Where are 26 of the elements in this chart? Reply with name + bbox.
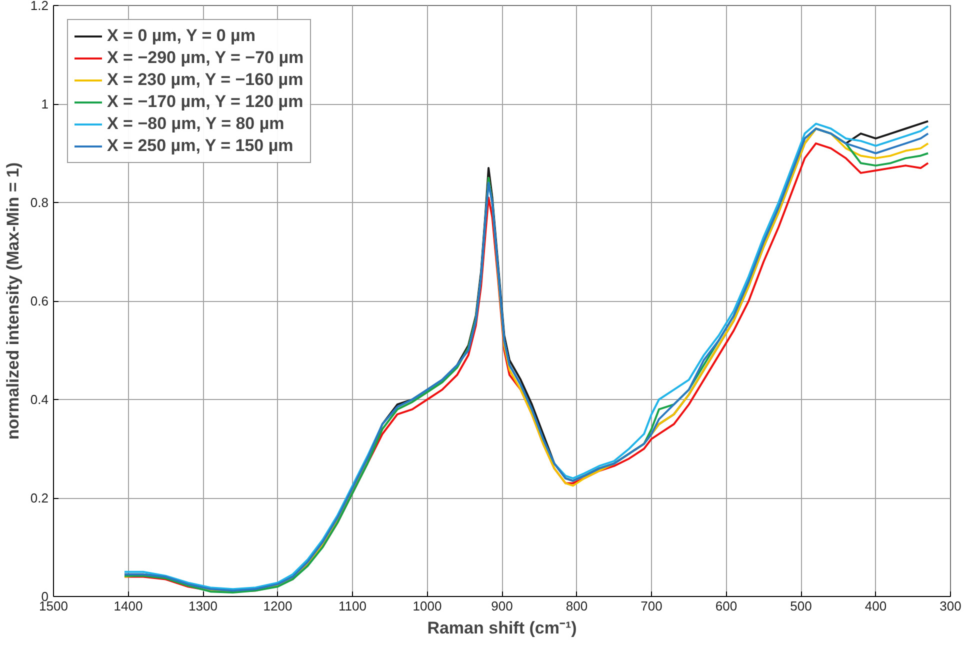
y-tick-label: 1: [41, 96, 49, 112]
x-tick-label: 1100: [338, 598, 366, 614]
y-tick-label: 0.4: [30, 392, 49, 407]
x-tick-label: 600: [715, 598, 738, 614]
x-tick-label: 800: [566, 598, 588, 614]
legend-label: X = −170 µm, Y = 120 µm: [107, 92, 304, 112]
x-tick-label: 500: [790, 598, 812, 614]
y-axis-title: normalized intensity (Max-Min = 1): [3, 162, 22, 440]
x-tick-label: 700: [640, 598, 662, 614]
y-tick-label: 0.2: [30, 490, 49, 506]
x-tick-label: 1400: [114, 598, 143, 614]
x-tick-label: 1300: [188, 598, 218, 614]
y-tick-label: 0.8: [30, 195, 49, 210]
legend-label: X = −80 µm, Y = 80 µm: [107, 114, 284, 134]
legend-label: X = 230 µm, Y = −160 µm: [107, 70, 304, 90]
x-tick-label: 1000: [412, 598, 442, 614]
y-tick-label: 0.6: [30, 294, 49, 308]
x-tick-label: 300: [940, 598, 962, 614]
y-tick-label: 1.2: [30, 0, 49, 13]
x-tick-label: 1200: [263, 598, 292, 614]
legend-label: X = −290 µm, Y = −70 µm: [107, 48, 304, 68]
x-tick-label: 900: [491, 598, 513, 614]
legend-label: X = 250 µm, Y = 150 µm: [107, 136, 294, 156]
legend-label: X = 0 µm, Y = 0 µm: [107, 26, 256, 46]
x-axis-title: Raman shift (cm⁻¹): [427, 618, 577, 638]
x-tick-label: 400: [864, 598, 887, 614]
